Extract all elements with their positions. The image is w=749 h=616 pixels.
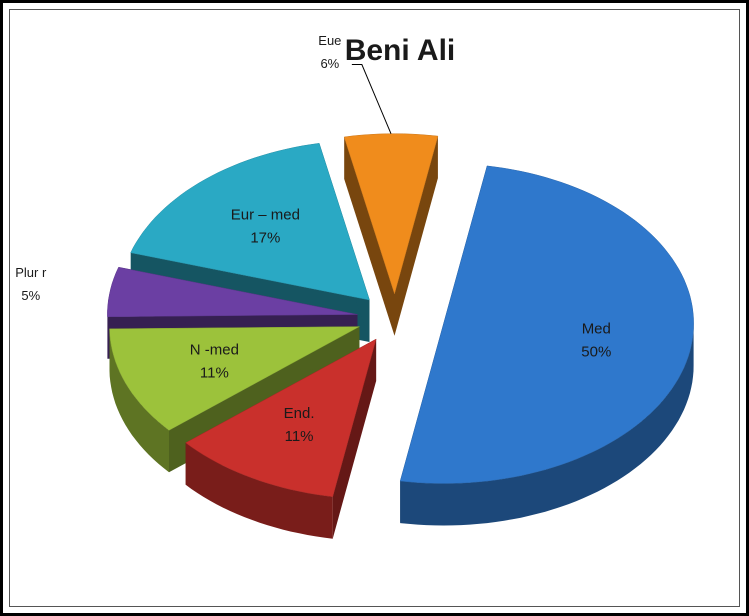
slice-top (109, 326, 360, 431)
slice-outer-wall (109, 328, 169, 473)
slice-radial-wall (332, 339, 377, 539)
slice-label: Eur – med (231, 206, 300, 223)
slice-outer-wall (400, 323, 694, 526)
slice-label: Plur r (15, 265, 47, 280)
leader-line (351, 64, 392, 134)
slice-label: Med (582, 321, 611, 338)
slice-label: N -med (190, 341, 239, 358)
slice-top (343, 133, 439, 295)
slice-label: End. (284, 405, 315, 422)
slice-top (185, 338, 377, 497)
slice-outer-wall (185, 442, 333, 539)
slice-radial-wall (344, 137, 395, 336)
slice-value-label: 6% (320, 56, 339, 71)
plot-border (9, 9, 740, 607)
slice-value-label: 5% (21, 288, 40, 303)
slice-value-label: 50% (581, 344, 611, 361)
slice-label: Eue (318, 33, 341, 48)
slice-value-label: 11% (285, 428, 314, 445)
slice-radial-wall (394, 136, 438, 336)
pie-tops (107, 133, 694, 497)
slice-top (130, 143, 370, 301)
slice-value-label: 17% (250, 229, 280, 246)
chart-title: Beni Ali (345, 34, 456, 67)
slice-top (399, 165, 694, 484)
slice-value-label: 11% (200, 364, 229, 381)
slice-top (107, 266, 358, 318)
